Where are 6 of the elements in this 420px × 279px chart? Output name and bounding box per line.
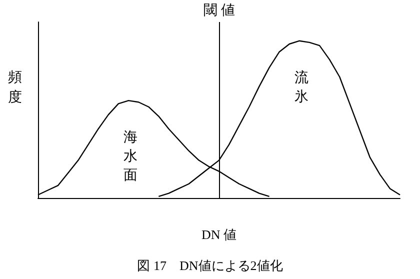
text: 図 17 DN値による2値化 [137, 258, 283, 273]
text: 閾 値 [203, 2, 235, 18]
series-label: 流氷 [294, 70, 308, 105]
y-axis-title: 頻度 [8, 70, 22, 106]
series-label: 海水面 [124, 130, 138, 184]
x-axis-title: DN 値 [201, 227, 237, 242]
